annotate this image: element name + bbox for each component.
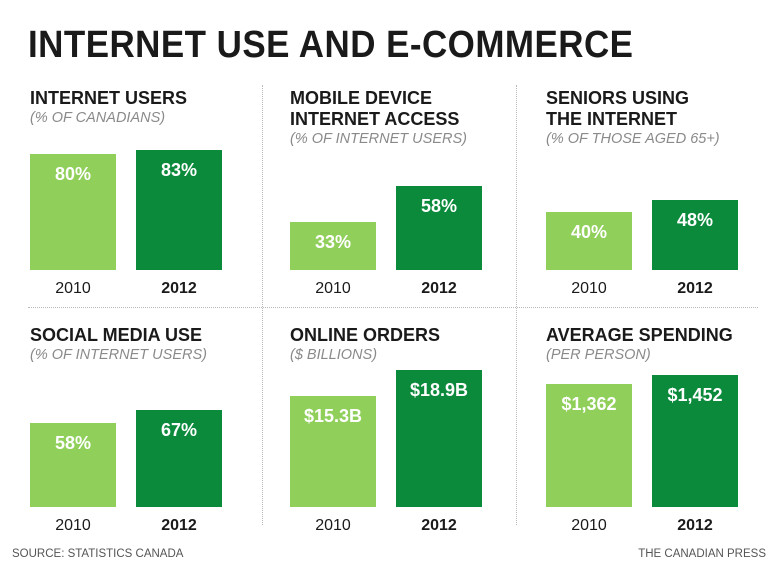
x-tick-label: 2010 — [571, 517, 607, 534]
chart-title: INTERNET USERS — [30, 88, 188, 108]
credit-note: THE CANADIAN PRESS — [638, 548, 766, 560]
bar-value-label: 40% — [570, 222, 608, 242]
bar-2012: 58% — [396, 186, 482, 270]
x-tick-label: 2010 — [55, 517, 91, 534]
chart-subtitle: (% OF INTERNET USERS) — [30, 347, 207, 363]
chart-title: SOCIAL MEDIA USE — [30, 325, 203, 345]
page-title: INTERNET USE AND E-COMMERCE — [28, 24, 634, 66]
x-tick-label: 2010 — [55, 280, 91, 297]
chart-panel: SENIORS USING THE INTERNET (% OF THOSE AG… — [546, 88, 756, 303]
bar-2010: 58% — [30, 423, 116, 507]
chart-title: SENIORS USING THE INTERNET — [546, 88, 690, 129]
bar-2012: 83% — [136, 150, 222, 270]
x-tick-label: 2012 — [421, 517, 457, 534]
bar-value-label: 67% — [160, 420, 198, 440]
bar-value-label: 48% — [676, 210, 714, 230]
bar-value-label: 58% — [54, 433, 92, 453]
divider-horizontal — [28, 307, 758, 308]
bar-value-label: $15.3B — [303, 406, 363, 426]
bar-value-label: $18.9B — [409, 380, 469, 400]
chart-grid: INTERNET USERS (% OF CANADIANS) 80% 2010 83%… — [0, 80, 780, 540]
chart-title: AVERAGE SPENDING — [546, 325, 733, 345]
chart-title: MOBILE DEVICE INTERNET ACCESS — [290, 88, 460, 129]
x-tick-label: 2012 — [161, 280, 197, 297]
chart-subtitle: (PER PERSON) — [546, 347, 651, 363]
chart-subtitle: ($ BILLIONS) — [290, 347, 378, 363]
bar-2010: 80% — [30, 154, 116, 270]
bar-2010: 33% — [290, 222, 376, 270]
x-tick-label: 2010 — [315, 517, 351, 534]
chart-panel: AVERAGE SPENDING (PER PERSON) $1,362 2010 $1… — [546, 325, 756, 540]
x-tick-label: 2012 — [677, 517, 713, 534]
chart-panel: SOCIAL MEDIA USE (% OF INTERNET USERS) 58%… — [30, 325, 240, 540]
bar-2012: 48% — [652, 200, 738, 270]
bar-value-label: 33% — [314, 232, 352, 252]
bar-2010: $15.3B — [290, 396, 376, 507]
divider-vertical — [516, 85, 517, 525]
chart-panel: MOBILE DEVICE INTERNET ACCESS (% OF INTER… — [290, 88, 500, 303]
x-tick-label: 2012 — [677, 280, 713, 297]
bar-2010: 40% — [546, 212, 632, 270]
chart-title: ONLINE ORDERS — [290, 325, 441, 345]
x-tick-label: 2012 — [421, 280, 457, 297]
chart-subtitle: (% OF INTERNET USERS) — [290, 131, 467, 147]
divider-vertical — [262, 85, 263, 525]
bar-2012: 67% — [136, 410, 222, 507]
source-note: SOURCE: STATISTICS CANADA — [12, 548, 184, 560]
bar-2010: $1,362 — [546, 384, 632, 507]
chart-panel: INTERNET USERS (% OF CANADIANS) 80% 2010 83%… — [30, 88, 240, 303]
x-tick-label: 2012 — [161, 517, 197, 534]
bar-2012: $18.9B — [396, 370, 482, 507]
chart-subtitle: (% OF CANADIANS) — [30, 110, 166, 126]
bar-value-label: $1,452 — [667, 385, 723, 405]
bar-value-label: 58% — [420, 196, 458, 216]
bar-2012: $1,452 — [652, 375, 738, 507]
bar-value-label: $1,362 — [561, 394, 617, 414]
bar-value-label: 80% — [54, 164, 92, 184]
x-tick-label: 2010 — [571, 280, 607, 297]
chart-panel: ONLINE ORDERS ($ BILLIONS) $15.3B 2010 $18.9… — [290, 325, 500, 540]
bar-value-label: 83% — [160, 160, 198, 180]
x-tick-label: 2010 — [315, 280, 351, 297]
chart-subtitle: (% OF THOSE AGED 65+) — [546, 131, 720, 147]
